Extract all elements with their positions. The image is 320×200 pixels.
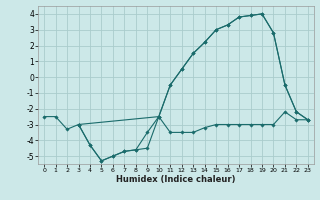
X-axis label: Humidex (Indice chaleur): Humidex (Indice chaleur) [116, 175, 236, 184]
